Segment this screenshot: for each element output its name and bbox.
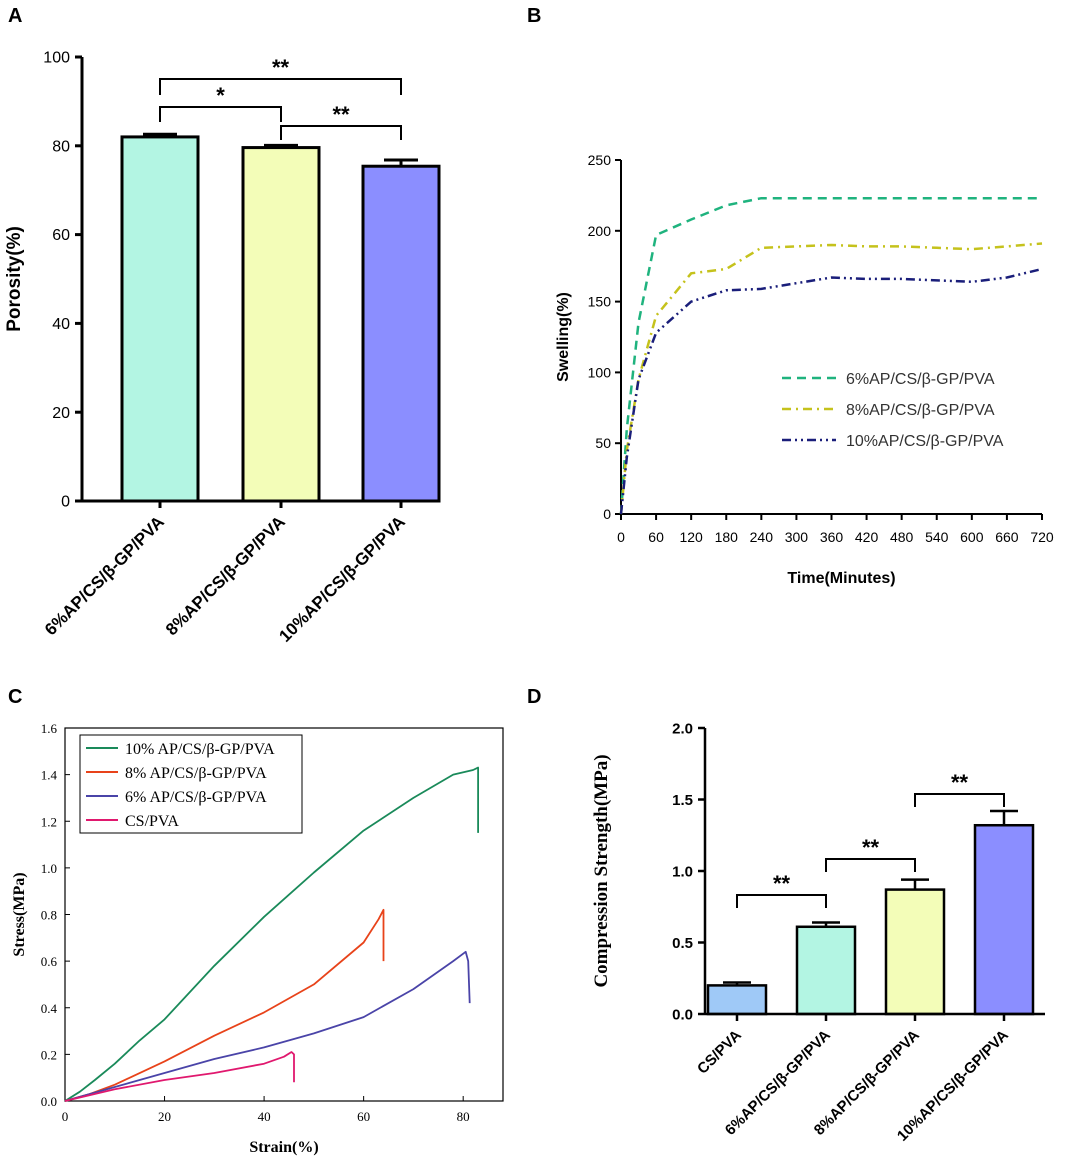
y-tick-label: 60 — [52, 227, 70, 244]
series-line — [64, 950, 471, 1102]
y-tick-label: 1.4 — [41, 768, 58, 783]
y-tick-label: 1.5 — [672, 792, 693, 809]
significance-label: ** — [332, 102, 350, 127]
significance-bracket — [280, 125, 402, 140]
legend-label: 10% AP/CS/β-GP/PVA — [125, 741, 275, 758]
x-tick-label: 540 — [925, 529, 949, 545]
bar — [361, 164, 441, 503]
panel-label-a: A — [8, 5, 22, 27]
x-tick-label: 0 — [617, 529, 625, 545]
x-tick-label: 6%AP/CS/β-GP/PVA — [41, 512, 168, 639]
chart-b-swelling: 0 50 100 150 200 250 0 60 120 180 240 300 360 420 480 5… — [555, 152, 1054, 587]
x-tick-label: 660 — [995, 529, 1019, 545]
y-tick-label: 0.5 — [672, 935, 693, 952]
significance-label: ** — [951, 770, 969, 795]
chart-d-compression: 0.00.51.01.52.0CS/PVA6%AP/CS/β-GP/PVA8%A… — [591, 720, 1045, 1145]
series-line — [619, 267, 1043, 515]
legend-label: 6%AP/CS/β-GP/PVA — [846, 371, 995, 388]
y-tick-label: 100 — [588, 364, 612, 380]
significance-bracket — [914, 793, 1005, 807]
y-axis-label: Porosity(%) — [4, 226, 25, 332]
significance-label: ** — [272, 55, 290, 80]
significance-bracket — [736, 894, 827, 908]
y-axis-label: Stress(MPa) — [11, 872, 28, 956]
x-tick-label: 120 — [679, 529, 703, 545]
significance-bracket — [159, 78, 402, 95]
panel-label-d: D — [527, 686, 541, 708]
y-tick-label: 0.0 — [672, 1006, 693, 1023]
y-tick-label: 0 — [603, 506, 611, 522]
x-tick-label: 20 — [158, 1109, 171, 1124]
legend-box — [79, 734, 303, 834]
y-axis-label: Compression Strength(MPa) — [591, 754, 612, 987]
x-axis-label: Strain(%) — [249, 1139, 318, 1156]
legend-label: 6% AP/CS/β-GP/PVA — [125, 789, 267, 806]
x-tick-label: 420 — [855, 529, 879, 545]
series-line — [64, 766, 479, 1102]
legend-label: 10%AP/CS/β-GP/PVA — [846, 433, 1004, 450]
significance-bracket — [159, 106, 282, 122]
y-tick-label: 0 — [61, 494, 70, 511]
y-tick-label: 1.0 — [672, 863, 693, 880]
y-tick-label: 150 — [588, 294, 612, 310]
y-tick-label: 250 — [588, 152, 612, 168]
y-tick-label: 2.0 — [672, 720, 693, 737]
x-tick-label: CS/PVA — [694, 1027, 745, 1078]
x-tick-label: 60 — [648, 529, 664, 545]
x-tick-label: 80 — [457, 1109, 470, 1124]
series-line — [619, 242, 1043, 515]
x-tick-label: 240 — [750, 529, 774, 545]
y-tick-label: 1.2 — [41, 814, 57, 829]
x-tick-label: 180 — [715, 529, 739, 545]
bar — [241, 146, 321, 503]
significance-label: * — [216, 83, 225, 108]
y-tick-label: 0.2 — [41, 1047, 57, 1062]
y-tick-label: 0.6 — [41, 954, 58, 969]
series-line — [64, 908, 385, 1102]
y-tick-label: 1.0 — [41, 861, 57, 876]
bar — [120, 135, 200, 503]
y-tick-label: 0.0 — [41, 1094, 57, 1109]
significance-label: ** — [862, 835, 880, 860]
y-tick-label: 0.8 — [41, 908, 57, 923]
legend-label: CS/PVA — [125, 813, 179, 830]
x-tick-label: 40 — [258, 1109, 271, 1124]
y-tick-label: 100 — [43, 50, 70, 67]
x-tick-label: 480 — [890, 529, 914, 545]
bar — [706, 984, 768, 1016]
bar — [973, 823, 1035, 1016]
chart-c-stress-strain: 0.0 0.2 0.4 0.6 0.8 1.0 1.2 1.4 1.6 0 20 40 60 80 Stra… — [11, 721, 504, 1156]
x-tick-label: 10%AP/CS/β-GP/PVA — [275, 512, 408, 645]
y-tick-label: 0.4 — [41, 1001, 58, 1016]
x-tick-label: 0 — [62, 1109, 69, 1124]
x-tick-label: 360 — [820, 529, 844, 545]
bar — [884, 888, 946, 1016]
significance-label: ** — [773, 871, 791, 896]
y-tick-label: 20 — [52, 405, 70, 422]
x-tick-label: 60 — [357, 1109, 370, 1124]
y-tick-label: 1.6 — [41, 721, 58, 736]
y-tick-label: 50 — [595, 435, 611, 451]
legend-label: 8%AP/CS/β-GP/PVA — [846, 402, 995, 419]
legend-label: 8% AP/CS/β-GP/PVA — [125, 765, 267, 782]
significance-bracket — [825, 858, 916, 872]
y-tick-label: 200 — [588, 223, 612, 239]
x-axis-label: Time(Minutes) — [787, 570, 895, 587]
x-tick-label: 600 — [960, 529, 984, 545]
y-tick-label: 80 — [52, 138, 70, 155]
y-tick-label: 40 — [52, 316, 70, 333]
chart-a-porosity: 0 20 40 60 80 100 6%AP/CS/β-GP/PVA8%AP/CS/β-GP… — [4, 50, 441, 646]
x-tick-label: 8%AP/CS/β-GP/PVA — [162, 512, 289, 639]
y-axis-label: Swelling(%) — [555, 292, 572, 382]
x-tick-label: 300 — [785, 529, 809, 545]
panel-label-b: B — [527, 5, 541, 27]
x-tick-label: 720 — [1030, 529, 1054, 545]
series-line — [619, 196, 1042, 515]
series-line — [64, 1051, 295, 1102]
bar — [795, 925, 857, 1016]
panel-label-c: C — [8, 686, 22, 708]
